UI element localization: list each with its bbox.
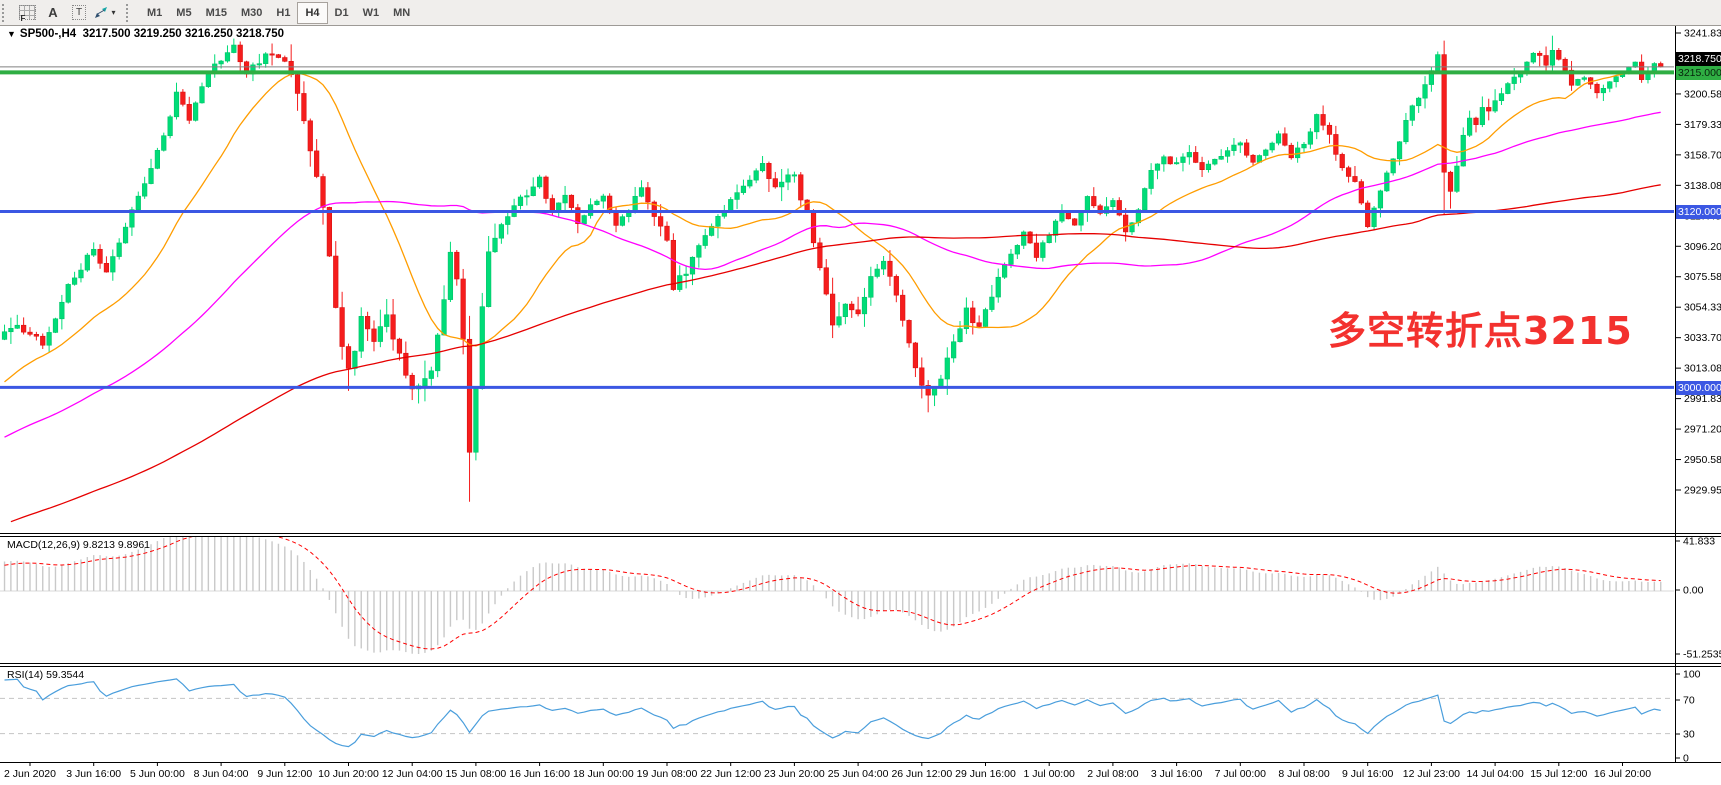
timeframe-button-h1[interactable]: H1 bbox=[276, 6, 291, 19]
time-tick-label: 12 Jul 23:00 bbox=[1403, 768, 1460, 780]
symbol-quote-line: ▼ SP500-,H4 3217.500 3219.250 3216.250 32… bbox=[7, 28, 284, 40]
arrows-tool-icon bbox=[95, 7, 108, 18]
chevron-down-icon: ▾ bbox=[111, 8, 116, 17]
time-tick-label: 2 Jun 2020 bbox=[4, 768, 56, 780]
time-tick-label: 12 Jun 04:00 bbox=[382, 768, 443, 780]
candles bbox=[1, 35, 1664, 502]
rsi-indicator-label: RSI(14) 59.3544 bbox=[7, 669, 85, 681]
rsi-value: 59.3544 bbox=[46, 669, 85, 681]
annotation-text: 多空转折点3215 bbox=[1328, 309, 1633, 353]
rsi-tick-label: 70 bbox=[1683, 695, 1695, 707]
price-tick-label: 3054.330 bbox=[1684, 302, 1721, 314]
text-color-button[interactable]: A bbox=[48, 5, 58, 20]
price-tick-label: 3179.330 bbox=[1684, 119, 1721, 131]
price-tick-label: 3033.705 bbox=[1684, 332, 1721, 344]
time-tick-label: 3 Jul 16:00 bbox=[1151, 768, 1203, 780]
timeframe-button-m15[interactable]: M15 bbox=[205, 6, 227, 19]
time-tick-label: 3 Jun 16:00 bbox=[66, 768, 121, 780]
toolbar-separator bbox=[126, 3, 136, 22]
arrows-tool-button[interactable]: ▾ bbox=[93, 2, 117, 24]
price-tick-label: 3158.705 bbox=[1684, 149, 1721, 161]
support-3000-box: 3000.000 bbox=[1676, 380, 1721, 395]
time-tick-label: 15 Jul 12:00 bbox=[1530, 768, 1587, 780]
timeframe-toolbar: M1 M5 M15 M30 H1 H4 D1 W1 MN bbox=[140, 1, 417, 24]
time-scale[interactable]: 2 Jun 2020 3 Jun 16:00 5 Jun 00:00 8 Jun 04… bbox=[4, 763, 1651, 780]
time-tick-label: 22 Jun 12:00 bbox=[700, 768, 761, 780]
symbol-collapse-icon[interactable]: ▼ bbox=[7, 29, 16, 39]
timeframe-button-m30[interactable]: M30 bbox=[240, 6, 263, 19]
macd-histogram bbox=[3, 537, 1662, 654]
toolbar: F A T ▾ M1 M5 M15 M30 H1 H4 D1 W1 MN bbox=[0, 0, 1721, 26]
support-3120-box: 3120.000 bbox=[1676, 204, 1721, 219]
price-tick-label: 3096.205 bbox=[1684, 241, 1721, 253]
last-price-box: 3218.750 bbox=[1676, 52, 1721, 66]
timeframe-button-mn[interactable]: MN bbox=[393, 6, 411, 19]
time-tick-label: 7 Jul 00:00 bbox=[1215, 768, 1267, 780]
time-tick-label: 16 Jun 16:00 bbox=[509, 768, 570, 780]
price-tick-label: 2991.830 bbox=[1684, 393, 1721, 405]
rsi-pane[interactable] bbox=[0, 678, 1674, 748]
time-tick-label: 9 Jul 16:00 bbox=[1342, 768, 1394, 780]
time-tick-label: 14 Jul 04:00 bbox=[1466, 768, 1523, 780]
time-tick-label: 19 Jun 08:00 bbox=[637, 768, 698, 780]
time-tick-label: 9 Jun 12:00 bbox=[257, 768, 312, 780]
timeframe-button-w1[interactable]: W1 bbox=[362, 6, 380, 19]
macd-indicator-label: MACD(12,26,9) 9.8213 9.8961 bbox=[7, 539, 151, 551]
rsi-tick-label: 0 bbox=[1683, 753, 1689, 765]
macd-pane[interactable] bbox=[0, 527, 1674, 654]
text-box-icon: T bbox=[71, 5, 87, 20]
text-box-button[interactable]: T bbox=[67, 2, 91, 24]
main-pane[interactable] bbox=[0, 35, 1674, 523]
price-tick-label: 2971.205 bbox=[1684, 424, 1721, 436]
time-tick-label: 26 Jun 12:00 bbox=[891, 768, 952, 780]
price-scale[interactable]: 3241.8303221.2053200.5803179.3303158.705… bbox=[1675, 28, 1721, 765]
time-tick-label: 10 Jun 20:00 bbox=[318, 768, 379, 780]
moving-average-20 bbox=[4, 71, 1661, 383]
time-tick-label: 16 Jul 20:00 bbox=[1594, 768, 1651, 780]
font-grid-button[interactable]: F bbox=[15, 2, 39, 24]
rsi-tick-label: 100 bbox=[1683, 669, 1701, 681]
rsi-tick-label: 30 bbox=[1683, 729, 1695, 741]
time-tick-label: 1 Jul 00:00 bbox=[1024, 768, 1076, 780]
timeframe-button-d1[interactable]: D1 bbox=[334, 6, 349, 19]
price-tick-label: 3241.830 bbox=[1684, 28, 1721, 40]
moving-average-150 bbox=[10, 184, 1661, 523]
macd-tick-label: 0.00 bbox=[1683, 585, 1704, 597]
toolbar-grip-handle[interactable] bbox=[2, 3, 11, 22]
time-tick-label: 8 Jun 04:00 bbox=[194, 768, 249, 780]
price-tick-label: 3200.580 bbox=[1684, 88, 1721, 100]
timeframe-button-h4[interactable]: H4 bbox=[297, 1, 328, 24]
rsi-line bbox=[4, 678, 1661, 748]
price-tick-label: 2929.955 bbox=[1684, 485, 1721, 497]
moving-average-60 bbox=[4, 111, 1661, 438]
timeframe-button-m5[interactable]: M5 bbox=[176, 6, 192, 19]
symbol-name: SP500-,H4 bbox=[19, 28, 77, 40]
time-tick-label: 2 Jul 08:00 bbox=[1087, 768, 1139, 780]
symbol-ohlc: 3217.500 3219.250 3216.250 3218.750 bbox=[82, 28, 285, 40]
timeframe-button-m1[interactable]: M1 bbox=[147, 6, 163, 19]
time-tick-label: 5 Jun 00:00 bbox=[130, 768, 185, 780]
price-tick-label: 3075.580 bbox=[1684, 271, 1721, 283]
time-tick-label: 8 Jul 08:00 bbox=[1278, 768, 1330, 780]
macd-values: 9.8213 9.8961 bbox=[82, 539, 151, 551]
macd-tick-label: -51.2535 bbox=[1683, 649, 1721, 661]
price-tick-label: 3013.080 bbox=[1684, 363, 1721, 375]
time-tick-label: 29 Jun 16:00 bbox=[955, 768, 1016, 780]
macd-signal-line bbox=[4, 537, 1661, 650]
time-tick-label: 18 Jun 00:00 bbox=[573, 768, 634, 780]
price-tick-label: 3138.080 bbox=[1684, 180, 1721, 192]
price-tick-label: 2950.580 bbox=[1684, 454, 1721, 466]
macd-tick-label: 41.833 bbox=[1683, 536, 1715, 548]
time-tick-label: 25 Jun 04:00 bbox=[828, 768, 889, 780]
time-tick-label: 23 Jun 20:00 bbox=[764, 768, 825, 780]
pivot-price-box: 3215.000 bbox=[1676, 65, 1721, 80]
time-tick-label: 15 Jun 08:00 bbox=[446, 768, 507, 780]
grid-font-icon: F bbox=[18, 5, 36, 23]
